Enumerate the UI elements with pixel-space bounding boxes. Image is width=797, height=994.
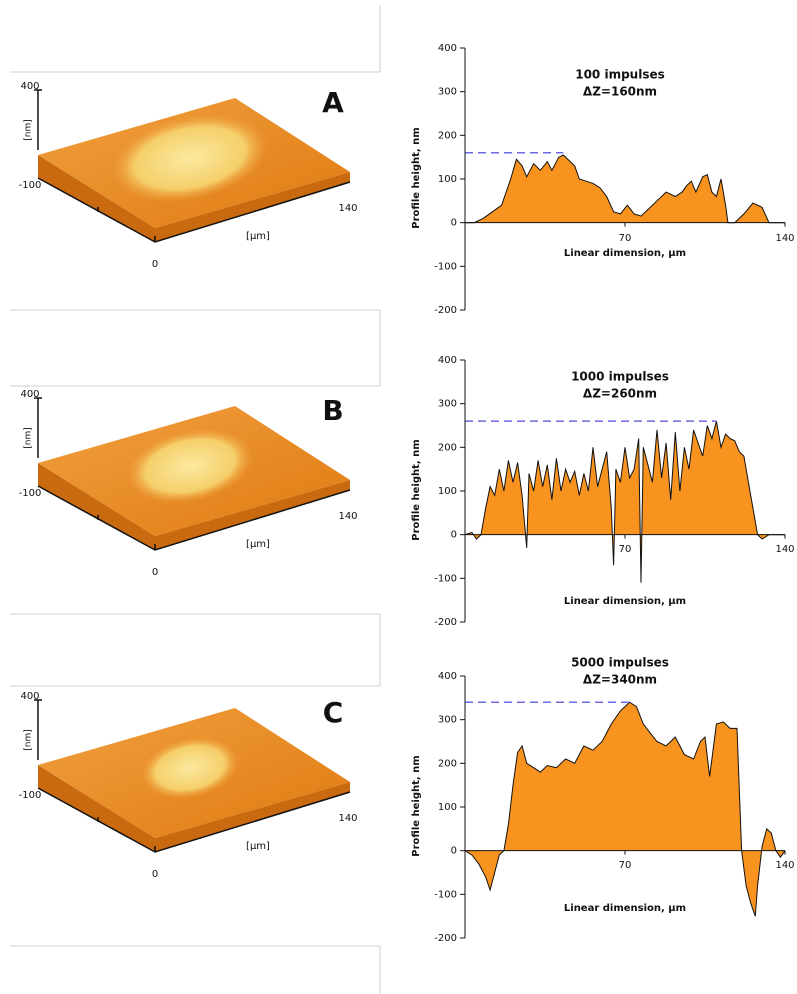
origin: 0	[152, 567, 158, 578]
surface-axes	[34, 699, 351, 853]
frame	[10, 613, 381, 687]
y-tick-label: 300	[438, 715, 457, 726]
y-tick-label: 200	[438, 758, 457, 769]
origin: 0	[152, 869, 158, 880]
profile-area	[465, 702, 785, 917]
y-tick-label: 0	[451, 218, 457, 229]
profile-area	[465, 421, 785, 583]
y-tick-label: 300	[438, 87, 457, 98]
z-top: 400	[20, 691, 39, 702]
chart-subtitle: ΔZ=260nm	[583, 387, 657, 401]
frame	[10, 945, 381, 994]
x-unit: [µm]	[246, 841, 270, 852]
y-axis-label: Profile height, nm	[411, 439, 422, 540]
profile-line	[464, 420, 785, 583]
surface-panel: 400 [nm] -100 140 [µm] 0 B	[19, 389, 358, 578]
chart-title: 100 impulses	[575, 68, 665, 82]
profile-area	[465, 155, 785, 223]
surface-spot	[125, 428, 255, 504]
surface-panel: 400 [nm] -100 140 [µm] 0 A	[19, 81, 358, 270]
y-tick-label: -100	[434, 573, 457, 584]
frame	[10, 5, 381, 73]
x-tick-label: 70	[619, 544, 632, 555]
x-axis-label: Linear dimension, µm	[564, 248, 686, 259]
panel-label: B	[322, 394, 343, 427]
frames	[10, 5, 381, 994]
y-tick-label: 200	[438, 130, 457, 141]
surface-axes	[34, 397, 351, 551]
z-unit: [nm]	[24, 119, 34, 141]
y-tick-label: 100	[438, 174, 457, 185]
y-tick-label: -200	[434, 617, 457, 628]
surface-panel: 400 [nm] -100 140 [µm] 0 C	[19, 691, 358, 880]
y-tick-label: 400	[438, 671, 457, 682]
y-axis-label: Profile height, nm	[411, 127, 422, 228]
y-tick-label: -100	[434, 261, 457, 272]
x-axis-label: Linear dimension, µm	[564, 596, 686, 607]
y-tick-label: 400	[438, 43, 457, 54]
y-tick-label: -200	[434, 933, 457, 944]
z-unit: [nm]	[24, 729, 34, 751]
x-tick-label: 140	[775, 544, 794, 555]
panel-label: C	[323, 696, 344, 729]
y-tick-label: 0	[451, 846, 457, 857]
y-tick-label: 100	[438, 802, 457, 813]
x-end: 140	[338, 511, 357, 522]
y-tick-label: 400	[438, 355, 457, 366]
z-bottom: -100	[19, 180, 42, 191]
x-tick-label: 70	[619, 860, 632, 871]
y-tick-label: 300	[438, 399, 457, 410]
z-top: 400	[20, 81, 39, 92]
chart-subtitle: ΔZ=160nm	[583, 85, 657, 99]
profile-line	[464, 701, 786, 917]
y-tick-label: 200	[438, 442, 457, 453]
surface-axes	[34, 89, 351, 243]
profile-line	[465, 154, 785, 224]
x-end: 140	[338, 203, 357, 214]
x-unit: [µm]	[246, 231, 270, 242]
z-unit: [nm]	[24, 427, 34, 449]
frame	[10, 309, 381, 387]
x-unit: [µm]	[246, 539, 270, 550]
surface-spot	[140, 736, 240, 800]
chart-subtitle: ΔZ=340nm	[583, 673, 657, 687]
x-axis-label: Linear dimension, µm	[564, 903, 686, 914]
origin: 0	[152, 259, 158, 270]
y-tick-label: 100	[438, 486, 457, 497]
chart-title: 5000 impulses	[571, 656, 669, 670]
z-bottom: -100	[19, 790, 42, 801]
x-end: 140	[338, 813, 357, 824]
chart-title: 1000 impulses	[571, 370, 669, 384]
x-tick-label: 140	[775, 860, 794, 871]
y-tick-label: 0	[451, 530, 457, 541]
y-axis-label: Profile height, nm	[411, 755, 422, 856]
y-tick-label: -100	[434, 889, 457, 900]
x-tick-label: 140	[775, 233, 794, 244]
z-bottom: -100	[19, 488, 42, 499]
y-tick-label: -200	[434, 305, 457, 316]
x-tick-label: 70	[619, 233, 632, 244]
z-top: 400	[20, 389, 39, 400]
surface-spot	[111, 113, 269, 203]
panel-label: A	[322, 86, 344, 119]
